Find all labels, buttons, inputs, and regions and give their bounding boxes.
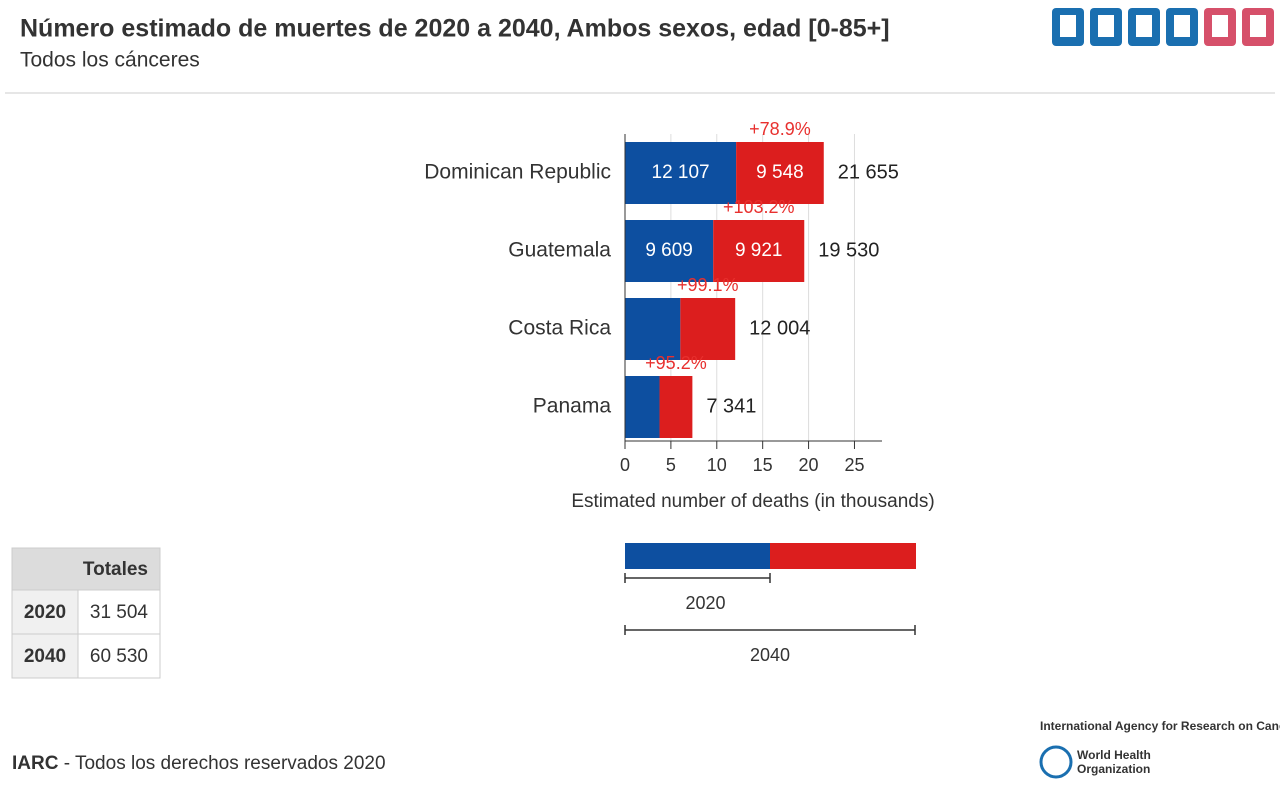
bar-label: 9 921 <box>735 240 783 261</box>
row-value: 60 530 <box>90 646 148 667</box>
who-logo: Organization <box>1077 762 1150 776</box>
row-label: 2040 <box>24 646 66 667</box>
change-label: +95.2% <box>645 353 707 373</box>
who-logo: World Health <box>1077 748 1151 762</box>
legend-label: 2040 <box>750 645 790 665</box>
export-buttons <box>1052 8 1274 46</box>
icon <box>1250 15 1266 37</box>
totals-table: Totales 2020 31 504 2040 60 530 <box>11 547 161 679</box>
y-tick-label: Dominican Republic <box>424 161 611 184</box>
y-tick-label: Costa Rica <box>508 317 611 340</box>
footer-text: - Todos los derechos reservados 2020 <box>58 753 385 774</box>
legend-swatch <box>625 543 770 569</box>
table-header <box>11 547 161 591</box>
row-value: 31 504 <box>90 602 149 623</box>
icon <box>1212 15 1228 37</box>
footer: IARC - Todos los derechos reservados 202… <box>12 753 386 774</box>
x-tick-label: 5 <box>666 455 676 475</box>
total-label: 19 530 <box>818 239 879 261</box>
table-cell <box>77 589 161 635</box>
bar-label: 12 107 <box>652 162 710 183</box>
bar-segment <box>659 376 693 438</box>
change-label: +99.1% <box>677 275 739 295</box>
x-tick-label: 25 <box>844 455 864 475</box>
legend-label: 2020 <box>685 593 725 613</box>
y-tick-label: Panama <box>533 395 612 418</box>
subtitle: Todos los cánceres <box>20 49 200 72</box>
bar-segment <box>625 142 737 204</box>
bar-segment <box>625 298 681 360</box>
total-label: 7 341 <box>706 395 756 417</box>
icon <box>1098 15 1114 37</box>
who-emblem <box>1039 745 1073 779</box>
x-tick-label: 0 <box>620 455 630 475</box>
icons <box>1060 15 1266 37</box>
bar-segment <box>713 220 805 282</box>
change-label: +78.9% <box>749 119 811 139</box>
bar-segment <box>736 142 824 204</box>
total-label: 12 004 <box>749 317 810 339</box>
x-axis-title: Estimated number of deaths (in thousands… <box>571 491 934 512</box>
legend-swatch <box>770 543 916 569</box>
change-label: +103.2% <box>723 197 795 217</box>
bar-segment <box>680 298 736 360</box>
x-tick-label: 10 <box>707 455 727 475</box>
total-label: 21 655 <box>838 161 899 183</box>
x-tick-label: 20 <box>799 455 819 475</box>
icon <box>1060 15 1076 37</box>
row-label: 2020 <box>24 602 66 623</box>
table-cell <box>77 633 161 679</box>
title: Número estimado de muertes de 2020 a 204… <box>20 15 890 43</box>
x-tick-label: 15 <box>753 455 773 475</box>
bar-label: 9 548 <box>756 162 804 183</box>
icon <box>1174 15 1190 37</box>
footer-org: IARC <box>12 753 59 774</box>
y-tick-label: Guatemala <box>508 239 611 262</box>
bar-label: 9 609 <box>645 240 693 261</box>
bar-segment <box>625 376 660 438</box>
table-heading: Totales <box>83 559 148 580</box>
iarc-logo: International Agency for Research on Can… <box>1040 719 1280 733</box>
icon <box>1136 15 1152 37</box>
bar-segment <box>625 220 714 282</box>
